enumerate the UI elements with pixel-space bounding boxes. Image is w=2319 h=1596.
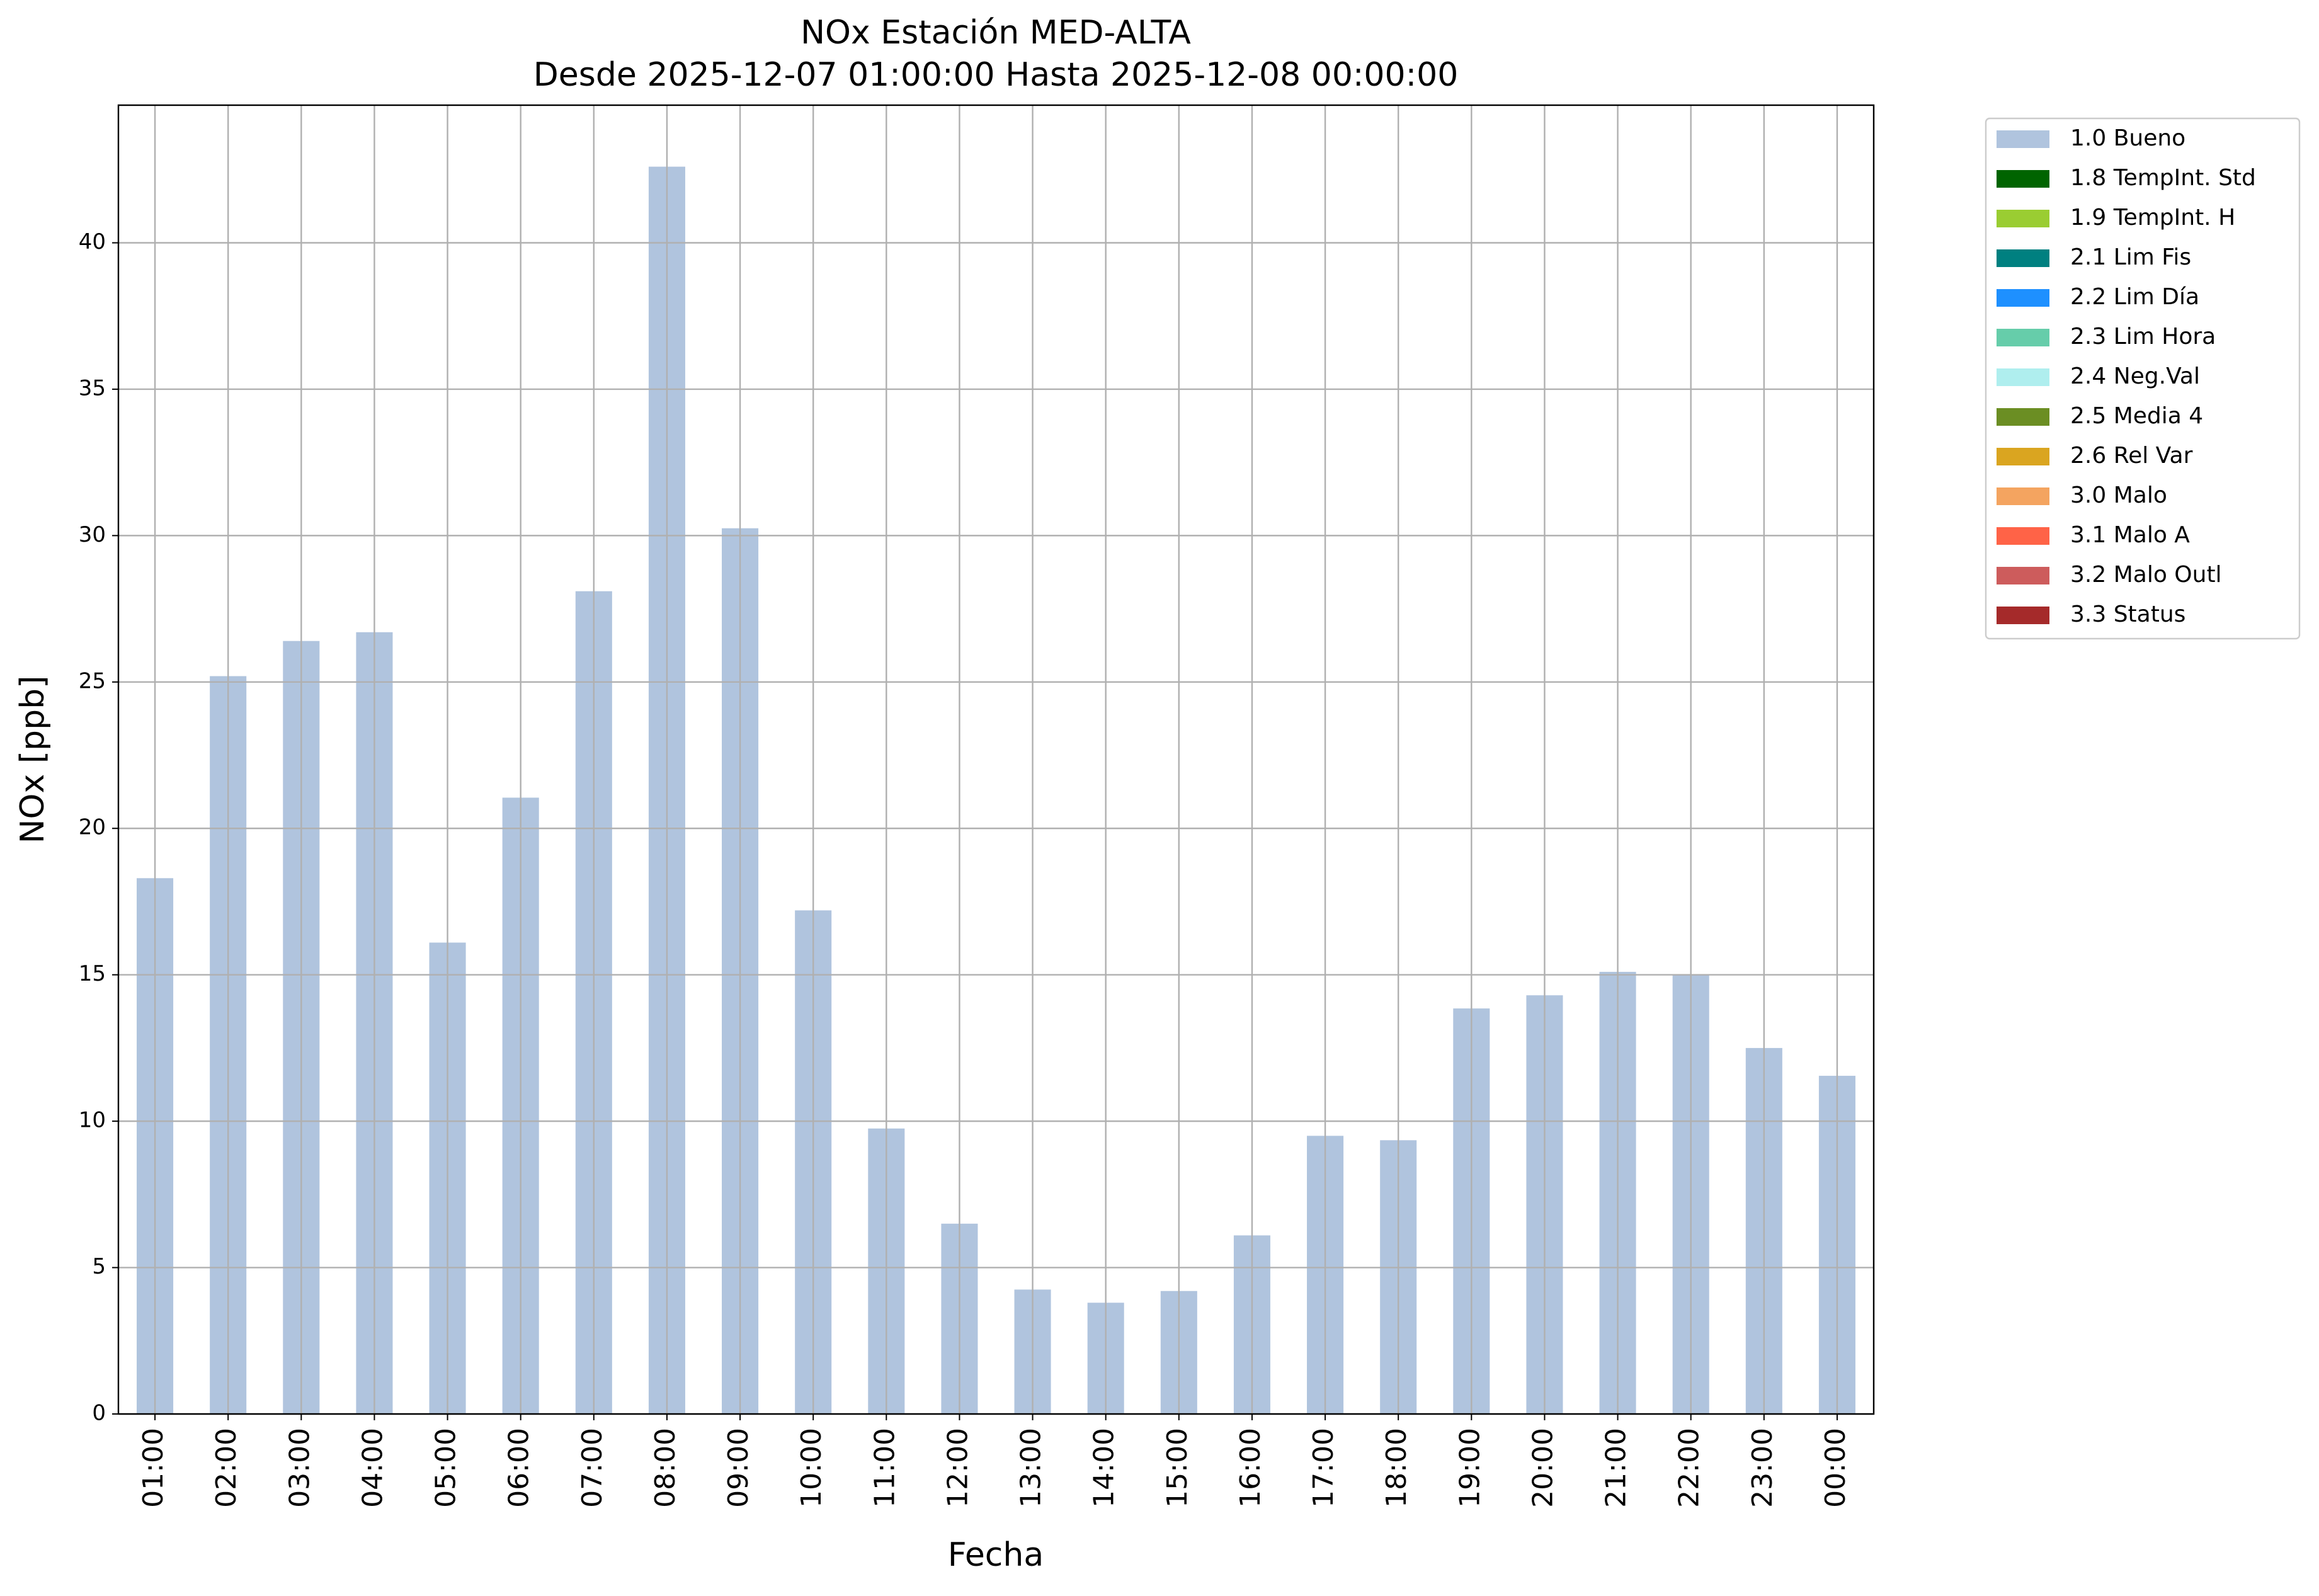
- legend-swatch: [1997, 567, 2049, 584]
- chart-subtitle: Desde 2025-12-07 01:00:00 Hasta 2025-12-…: [533, 56, 1459, 94]
- chart-title: NOx Estación MED-ALTA: [801, 14, 1191, 52]
- x-tick-label: 19:00: [1454, 1428, 1486, 1508]
- legend-label: 3.3 Status: [2070, 601, 2185, 627]
- x-tick-label: 23:00: [1746, 1428, 1779, 1508]
- x-tick-label: 01:00: [137, 1428, 169, 1508]
- x-tick-label: 14:00: [1088, 1428, 1120, 1508]
- y-tick-label: 0: [92, 1401, 106, 1426]
- x-tick-label: 17:00: [1308, 1428, 1340, 1508]
- legend-swatch: [1997, 329, 2049, 346]
- legend-swatch: [1997, 527, 2049, 545]
- legend-swatch: [1997, 408, 2049, 426]
- legend-label: 3.1 Malo A: [2070, 522, 2190, 548]
- x-tick-label: 10:00: [795, 1428, 828, 1508]
- legend-swatch: [1997, 448, 2049, 465]
- legend-label: 2.5 Media 4: [2070, 403, 2203, 429]
- y-tick-label: 40: [79, 229, 106, 254]
- legend-swatch: [1997, 487, 2049, 505]
- y-tick-label: 30: [79, 522, 106, 547]
- legend-label: 2.2 Lim Día: [2070, 284, 2199, 310]
- legend-frame: [1985, 117, 2301, 640]
- legend-label: 2.4 Neg.Val: [2070, 363, 2200, 389]
- legend-label: 3.2 Malo Outl: [2070, 562, 2222, 588]
- x-axis-label: Fecha: [948, 1536, 1044, 1574]
- y-tick-label: 15: [79, 961, 106, 986]
- legend-swatch: [1997, 368, 2049, 386]
- legend-swatch: [1997, 170, 2049, 188]
- x-tick-label: 15:00: [1161, 1428, 1194, 1508]
- legend-label: 1.9 TempInt. H: [2070, 205, 2235, 231]
- y-tick-label: 20: [79, 815, 106, 840]
- x-tick-label: 08:00: [649, 1428, 681, 1508]
- plot-frame: [117, 104, 1875, 1415]
- legend-label: 1.8 TempInt. Std: [2070, 165, 2256, 191]
- x-tick-label: 05:00: [430, 1428, 462, 1508]
- x-tick-label: 07:00: [576, 1428, 608, 1508]
- legend-swatch: [1997, 289, 2049, 307]
- y-tick-label: 25: [79, 668, 106, 693]
- legend-swatch: [1997, 249, 2049, 267]
- x-tick-label: 00:00: [1820, 1428, 1852, 1508]
- legend-label: 3.0 Malo: [2070, 482, 2167, 508]
- x-tick-label: 03:00: [283, 1428, 316, 1508]
- x-tick-label: 20:00: [1527, 1428, 1559, 1508]
- x-tick-label: 21:00: [1600, 1428, 1632, 1508]
- legend-swatch: [1997, 130, 2049, 148]
- legend: 1.0 Bueno 1.8 TempInt. Std 1.9 TempInt. H 2…: [1985, 117, 2301, 640]
- legend-label: 1.0 Bueno: [2070, 125, 2185, 151]
- legend-swatch: [1997, 607, 2049, 624]
- x-tick-label: 06:00: [503, 1428, 535, 1508]
- x-tick-label: 16:00: [1234, 1428, 1267, 1508]
- legend-label: 2.6 Rel Var: [2070, 443, 2193, 469]
- x-tick-label: 11:00: [869, 1428, 901, 1508]
- x-tick-label: 13:00: [1015, 1428, 1047, 1508]
- x-tick-label: 04:00: [356, 1428, 389, 1508]
- legend-label: 2.1 Lim Fis: [2070, 244, 2191, 270]
- x-tick-label: 18:00: [1381, 1428, 1413, 1508]
- legend-swatch: [1997, 210, 2049, 227]
- x-tick-label: 09:00: [722, 1428, 755, 1508]
- y-tick-label: 35: [79, 375, 106, 401]
- y-tick-label: 5: [92, 1254, 106, 1279]
- x-tick-label: 02:00: [210, 1428, 242, 1508]
- y-tick-label: 10: [79, 1108, 106, 1133]
- legend-label: 2.3 Lim Hora: [2070, 324, 2216, 350]
- x-tick-label: 22:00: [1673, 1428, 1706, 1508]
- x-tick-label: 12:00: [942, 1428, 974, 1508]
- y-axis-label: NOx [ppb]: [14, 676, 52, 844]
